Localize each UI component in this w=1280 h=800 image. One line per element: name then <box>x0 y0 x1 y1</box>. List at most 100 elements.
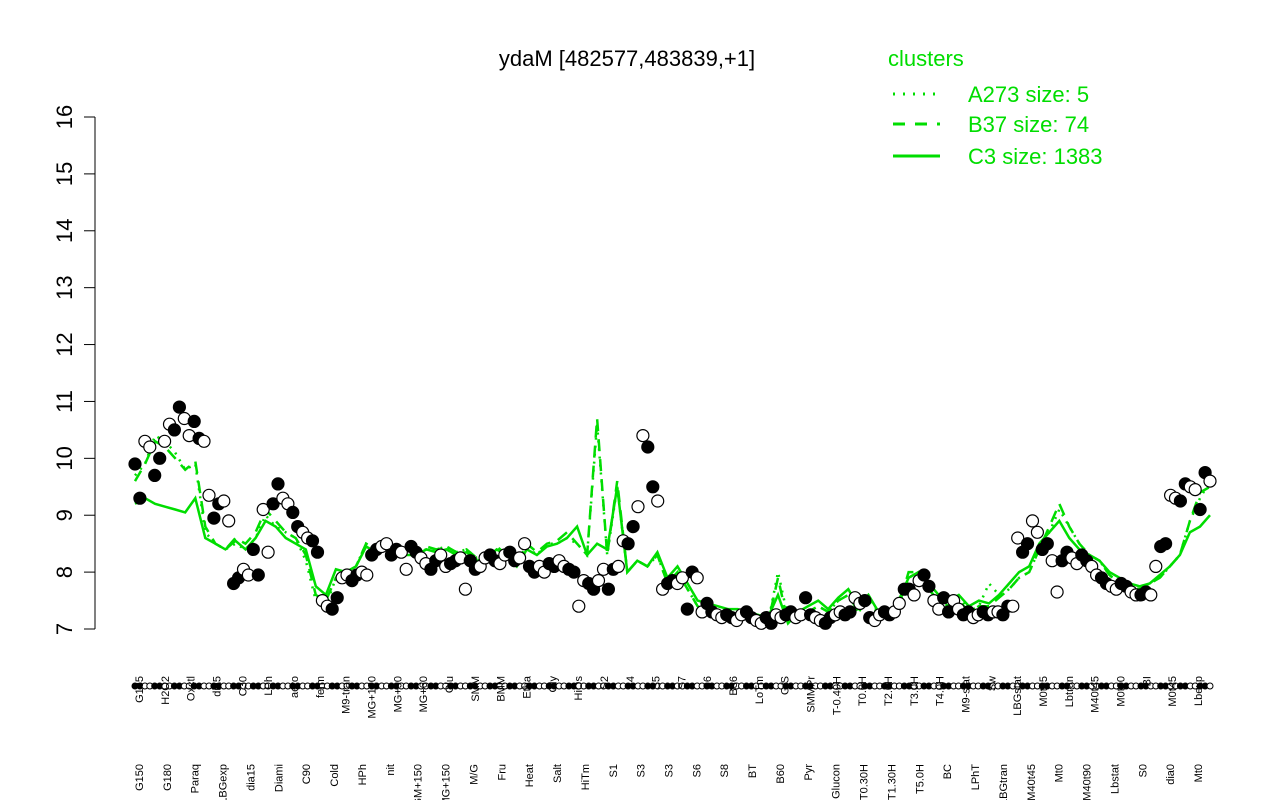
x-tick-label-upper: T4.0H <box>935 676 947 706</box>
data-point <box>680 602 694 616</box>
data-point <box>158 434 172 448</box>
y-tick-label: 16 <box>52 105 77 129</box>
x-tick-label-lower: LBGtran <box>998 764 1010 800</box>
x-tick-label-upper: SMM <box>470 676 482 702</box>
data-points <box>128 400 1217 630</box>
x-tick-label-lower: BC <box>942 764 954 779</box>
x-tick-label-lower: Cold <box>329 764 341 787</box>
x-tick-label-upper: Etha <box>521 675 533 699</box>
x-tick-label-lower: Fru <box>496 764 508 781</box>
x-tick-label-lower: dia0 <box>1165 764 1177 785</box>
data-point <box>591 573 606 588</box>
data-point <box>148 468 162 482</box>
data-point <box>207 511 221 525</box>
x-tick-label-upper: T3.0H <box>909 676 921 706</box>
data-point <box>286 505 300 520</box>
y-tick-label: 10 <box>52 446 77 470</box>
data-point <box>1050 585 1064 599</box>
x-tick-label-lower: S0 <box>1137 764 1149 777</box>
data-point <box>1149 559 1163 574</box>
data-point <box>798 591 813 605</box>
x-tick-label-upper: Lbtran <box>1064 676 1076 707</box>
x-tick-label-upper: H2O2 <box>160 676 172 705</box>
x-tick-label-lower: T0.30H <box>859 764 871 800</box>
x-tick-label-upper: T-0.40H <box>831 676 843 715</box>
x-tick-label-upper: BI <box>1141 676 1153 686</box>
data-point <box>360 568 374 582</box>
data-point <box>907 588 921 602</box>
x-tick-label-upper: MG+120 <box>367 676 379 719</box>
data-point <box>631 500 645 514</box>
series-line-solid <box>134 486 1211 626</box>
x-tick-label-upper: G/S <box>780 676 792 695</box>
x-tick-label-upper: M9-tran <box>341 676 353 714</box>
data-point <box>251 568 265 582</box>
legend-title: clusters <box>888 46 964 71</box>
x-tick-label-lower: Lbstat <box>1109 764 1121 794</box>
data-point <box>1188 483 1202 497</box>
x-tick-label-upper: BMM <box>496 676 508 702</box>
data-point <box>1173 494 1188 508</box>
x-tick-label-upper: MG+60 <box>418 676 430 712</box>
x-tick-label-lower: Heat <box>524 764 536 787</box>
data-point <box>651 494 665 508</box>
x-tick-label-lower: M/G <box>468 764 480 785</box>
x-tick-label-upper: LoTm <box>754 676 766 704</box>
data-point <box>202 488 216 502</box>
x-tick-label-lower: M40t90 <box>1082 764 1094 800</box>
data-point <box>917 568 931 582</box>
data-point <box>222 514 236 528</box>
x-tick-label-upper: dia5 <box>212 676 224 697</box>
x-tick-label-upper: HiOs <box>573 676 585 701</box>
x-tick-label-lower: G180 <box>162 764 174 791</box>
data-point <box>246 542 260 557</box>
x-tick-label-lower: GM+150 <box>413 764 425 800</box>
data-point <box>641 440 655 454</box>
x-tick-label-upper: LBGstat <box>1012 676 1024 716</box>
x-rug-marker <box>1206 682 1214 690</box>
y-tick-label: 13 <box>52 275 77 299</box>
data-point <box>892 596 906 611</box>
x-tick-label-upper: SMMPr <box>806 676 818 713</box>
x-tick-label-upper: M0t90 <box>1116 676 1128 707</box>
x-tick-label-upper: B36 <box>728 676 740 696</box>
y-tick-label: 11 <box>52 390 77 413</box>
x-tick-label-lower: Glucon <box>831 764 843 799</box>
x-tick-label-lower: HPh <box>357 764 369 785</box>
data-point <box>305 534 320 548</box>
data-point <box>1030 525 1045 539</box>
x-tick-label-upper: Lbexp <box>1193 676 1205 706</box>
x-tick-label-lower: T5.0H <box>914 764 926 794</box>
x-tick-label-lower: T1.30H <box>886 764 898 800</box>
data-point <box>621 537 635 551</box>
x-tick-label-lower: G150 <box>134 764 146 791</box>
data-point <box>601 582 616 596</box>
x-tick-label-lower: HiTm <box>580 764 592 790</box>
x-tick-label-upper: M0t45 <box>1038 676 1050 707</box>
x-tick-label-lower: Diami <box>273 764 285 792</box>
data-point <box>133 491 147 505</box>
x-tick-label-lower: LPhT <box>970 764 982 791</box>
legend-entry-b37: B37 size: 74 <box>968 112 1089 137</box>
x-tick-label-lower: S3 <box>664 764 676 777</box>
data-point <box>379 537 394 551</box>
y-tick-label: 15 <box>52 162 77 186</box>
x-tick-label-upper: MG+90 <box>392 676 404 712</box>
y-tick-label: 12 <box>52 332 77 356</box>
data-point <box>636 429 650 443</box>
x-tick-label-upper: aero <box>289 676 301 698</box>
data-point <box>1144 588 1158 602</box>
x-tick-label-lower: S8 <box>719 764 731 777</box>
x-tick-label-lower: nit <box>385 764 397 776</box>
x-tick-label-upper: Oxctl <box>186 676 198 701</box>
data-point <box>646 480 660 494</box>
data-point <box>922 579 936 593</box>
y-tick-label: 14 <box>52 219 77 243</box>
data-point <box>1193 502 1207 517</box>
x-tick-label-upper: M0t45 <box>1167 676 1179 707</box>
data-point <box>325 602 339 616</box>
data-point <box>153 451 167 465</box>
x-tick-label-lower: M40t45 <box>1026 764 1038 800</box>
data-point <box>690 571 704 585</box>
x-tick-label-lower: C90 <box>301 764 313 784</box>
